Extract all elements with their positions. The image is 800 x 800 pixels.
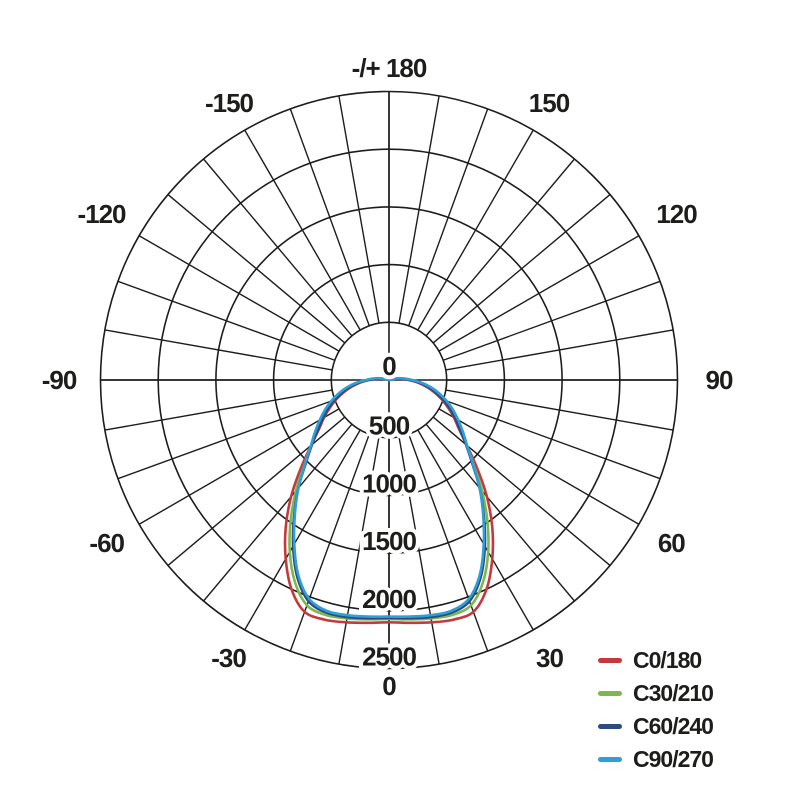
angular-label-30: 30 bbox=[536, 643, 563, 673]
grid-spoke-210 bbox=[244, 129, 361, 331]
legend-item: C90/270 bbox=[598, 745, 714, 772]
grid-spoke-260 bbox=[104, 329, 333, 371]
grid-spoke-320 bbox=[203, 423, 353, 602]
legend-swatch-icon bbox=[598, 723, 622, 729]
legend-item: C60/240 bbox=[598, 712, 714, 739]
grid-spoke-310 bbox=[167, 416, 346, 566]
grid-spoke-140 bbox=[425, 158, 575, 337]
grid-spoke-250 bbox=[117, 280, 336, 361]
grid-spoke-300 bbox=[138, 408, 340, 525]
grid-spoke-30 bbox=[417, 429, 534, 631]
grid-spoke-80 bbox=[445, 389, 674, 431]
grid-spoke-200 bbox=[289, 108, 370, 327]
grid-spoke-240 bbox=[138, 235, 340, 352]
grid-spoke-100 bbox=[445, 329, 674, 371]
radial-label-0: 0 bbox=[382, 351, 396, 381]
grid-spoke-110 bbox=[442, 280, 661, 361]
angular-label-150: 150 bbox=[529, 88, 570, 118]
grid-spoke-20 bbox=[408, 433, 489, 652]
grid-spoke-340 bbox=[289, 433, 370, 652]
radial-label-500: 500 bbox=[369, 411, 410, 441]
grid-spoke-190 bbox=[338, 95, 380, 324]
grid-spoke-150 bbox=[417, 129, 534, 331]
grid-spoke-220 bbox=[203, 158, 353, 337]
radial-label-1500: 1500 bbox=[362, 526, 416, 556]
grid-spoke-10 bbox=[398, 436, 440, 665]
legend-item: C30/210 bbox=[598, 679, 714, 706]
legend-swatch-icon bbox=[598, 756, 622, 762]
angular-label-120: 120 bbox=[656, 199, 697, 229]
grid-spoke-160 bbox=[408, 108, 489, 327]
legend-label: C60/240 bbox=[633, 712, 714, 739]
grid-spoke-330 bbox=[244, 429, 361, 631]
angular-label-180: -/+ 180 bbox=[352, 53, 427, 83]
legend-label: C0/180 bbox=[633, 646, 702, 673]
angular-label--150: -150 bbox=[205, 88, 254, 118]
angular-label--30: -30 bbox=[211, 643, 246, 673]
legend-item: C0/180 bbox=[598, 648, 713, 672]
grid-spoke-130 bbox=[432, 194, 611, 344]
series-C90-270 bbox=[292, 376, 486, 618]
radial-label-1000: 1000 bbox=[362, 468, 416, 498]
angular-label--90: -90 bbox=[42, 365, 77, 395]
grid-spoke-70 bbox=[442, 399, 661, 480]
grid-spoke-120 bbox=[438, 235, 640, 352]
angular-label--120: -120 bbox=[77, 199, 126, 229]
grid-spoke-350 bbox=[338, 436, 380, 665]
grid-spoke-50 bbox=[432, 416, 611, 566]
grid-spoke-230 bbox=[167, 194, 346, 344]
legend-label: C30/210 bbox=[633, 679, 714, 706]
angular-label-60: 60 bbox=[658, 528, 685, 558]
grid-spoke-40 bbox=[425, 423, 575, 602]
radial-label-2000: 2000 bbox=[362, 584, 416, 614]
legend-swatch-icon bbox=[598, 657, 622, 663]
angular-label--60: -60 bbox=[89, 528, 124, 558]
angular-label-90: 90 bbox=[706, 365, 733, 395]
grid-spoke-170 bbox=[398, 95, 440, 324]
series-C60-240 bbox=[291, 377, 487, 620]
angular-label-0: 0 bbox=[382, 671, 396, 701]
legend-swatch-icon bbox=[598, 690, 622, 696]
radial-label-2500: 2500 bbox=[362, 642, 416, 672]
grid-spoke-280 bbox=[104, 389, 333, 431]
legend: C0/180 C30/210 C60/240 C90/270 bbox=[598, 648, 714, 772]
grid-spoke-290 bbox=[117, 399, 336, 480]
legend-label: C90/270 bbox=[633, 745, 714, 772]
grid-spoke-60 bbox=[438, 408, 640, 525]
